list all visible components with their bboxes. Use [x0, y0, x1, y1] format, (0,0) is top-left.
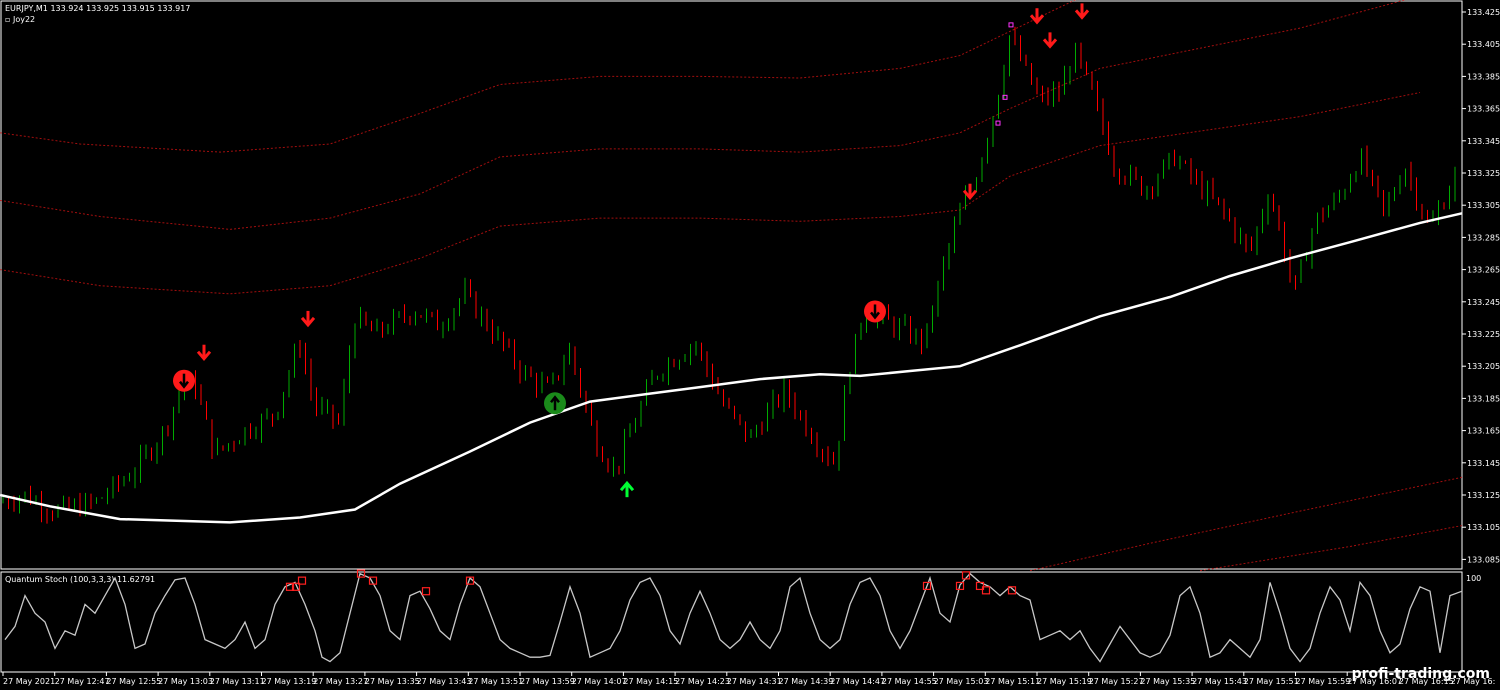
y-tick-label: 133.105	[1467, 523, 1500, 532]
sell-arrow	[1074, 3, 1090, 20]
y-tick-label: 133.285	[1467, 233, 1500, 242]
sell-arrow	[962, 183, 978, 201]
stoch-marker	[1007, 586, 1017, 595]
band-line	[0, 0, 1077, 153]
y-tick-label: 133.185	[1467, 394, 1500, 403]
x-tick-label: 27 May 13:51	[468, 677, 523, 686]
x-tick-label: 27 May 16:	[1451, 677, 1496, 686]
y-tick-label: 133.085	[1467, 555, 1500, 564]
stoch-marker	[975, 581, 985, 591]
buy-circle-signal	[544, 392, 566, 415]
y-tick-label: 133.125	[1467, 491, 1500, 500]
stoch-line	[4, 572, 1463, 663]
y-tick-label: 133.345	[1467, 137, 1500, 146]
x-tick-label: 27 May 15:35	[1140, 677, 1195, 686]
x-tick-label: 27 May 13:03	[158, 677, 213, 686]
band-line	[1199, 525, 1463, 572]
x-tick-label: 27 May 14:31	[727, 677, 782, 686]
y-tick-label: 133.205	[1467, 362, 1500, 371]
x-tick-label: 27 May 15:03	[934, 677, 989, 686]
x-tick-label: 27 May 14:15	[623, 677, 678, 686]
y-tick-label: 133.225	[1467, 330, 1500, 339]
x-tick-label: 27 May 13:43	[417, 677, 472, 686]
band-line	[1029, 476, 1463, 572]
x-tick-label: 27 May 15:11	[985, 677, 1040, 686]
y-tick-label: 133.325	[1467, 169, 1500, 178]
sell-arrow	[1029, 8, 1045, 25]
x-tick-label: 27 May 15:19	[1037, 677, 1092, 686]
y-tick-label: 133.165	[1467, 427, 1500, 436]
signal-arrows	[173, 3, 1090, 498]
magenta-marker	[1008, 22, 1014, 28]
y-tick-label: 133.385	[1467, 72, 1500, 81]
stoch-scale-top: 100	[1466, 574, 1482, 583]
x-tick-label: 27 May 15:51	[1244, 677, 1299, 686]
stoch-marker	[922, 581, 932, 591]
sell-arrow	[1042, 32, 1058, 49]
stoch-marker	[955, 581, 965, 591]
y-tick-label: 133.265	[1467, 266, 1500, 275]
indicator-name: ▫ Joy22	[5, 15, 36, 24]
y-tick-label: 133.365	[1467, 105, 1500, 114]
x-tick-label: 27 May 14:07	[572, 677, 627, 686]
main-frame	[0, 0, 1463, 570]
x-tick-label: 27 May 15:27	[1089, 677, 1144, 686]
magenta-marker	[995, 120, 1001, 126]
stoch-marker	[285, 582, 295, 591]
x-tick-label: 27 May 12:55	[106, 677, 161, 686]
x-tick-label: 27 May 15:59	[1296, 677, 1351, 686]
x-tick-label: 27 May 13:35	[365, 677, 420, 686]
stoch-marker	[961, 571, 971, 580]
x-tick-label: 27 May 15:43	[1192, 677, 1247, 686]
x-tick-label: 27 May 13:11	[210, 677, 265, 686]
symbol-info: EURJPY,M1 133.924 133.925 133.915 133.91…	[5, 4, 191, 13]
sell-arrow	[196, 344, 212, 362]
candles	[2, 26, 1456, 524]
stoch-marker	[356, 569, 366, 578]
stoch-title: Quantum Stoch (100,3,3,3) 11.62791	[5, 575, 156, 584]
x-tick-label: 27 May 16:15	[1399, 677, 1454, 686]
x-tick-label: 27 May 2021	[3, 677, 55, 686]
sell-circle-signal	[173, 369, 195, 392]
x-tick-label: 27 May 13:59	[520, 677, 575, 686]
moving-average	[0, 212, 1463, 524]
stoch-frame	[0, 571, 1463, 673]
band-lines	[0, 0, 1463, 572]
y-tick-label: 133.145	[1467, 459, 1500, 468]
x-tick-label: 27 May 13:19	[262, 677, 317, 686]
x-tick-label: 27 May 14:23	[675, 677, 730, 686]
magenta-marker	[1002, 94, 1008, 100]
stoch-marker	[465, 576, 475, 585]
y-tick-label: 133.425	[1467, 8, 1500, 17]
stoch-marker	[368, 576, 378, 585]
stoch-marker	[291, 582, 301, 591]
ma-line	[0, 212, 1463, 524]
stoch-marker	[421, 587, 431, 596]
stoch-marker	[297, 576, 307, 585]
y-tick-label: 133.405	[1467, 40, 1500, 49]
price-axis: 133.425 133.405 133.385 133.365 133.345 133.3…	[1462, 8, 1500, 564]
buy-arrow	[619, 480, 635, 498]
stoch-marker	[981, 586, 991, 595]
stochastic-panel	[4, 569, 1463, 663]
x-tick-label: 27 May 13:27	[313, 677, 368, 686]
sell-arrow	[300, 310, 316, 328]
sell-circle-signal	[864, 300, 886, 323]
y-tick-label: 133.305	[1467, 201, 1500, 210]
x-tick-label: 27 May 14:55	[882, 677, 937, 686]
band-line	[0, 92, 1421, 295]
x-tick-label: 27 May 12:47	[55, 677, 110, 686]
x-tick-label: 27 May 14:47	[830, 677, 885, 686]
y-tick-label: 133.245	[1467, 298, 1500, 307]
x-tick-label: 27 May 14:39	[779, 677, 834, 686]
watermark: profi-trading.com	[1351, 666, 1490, 682]
x-tick-label: 27 May 16:07	[1347, 677, 1402, 686]
